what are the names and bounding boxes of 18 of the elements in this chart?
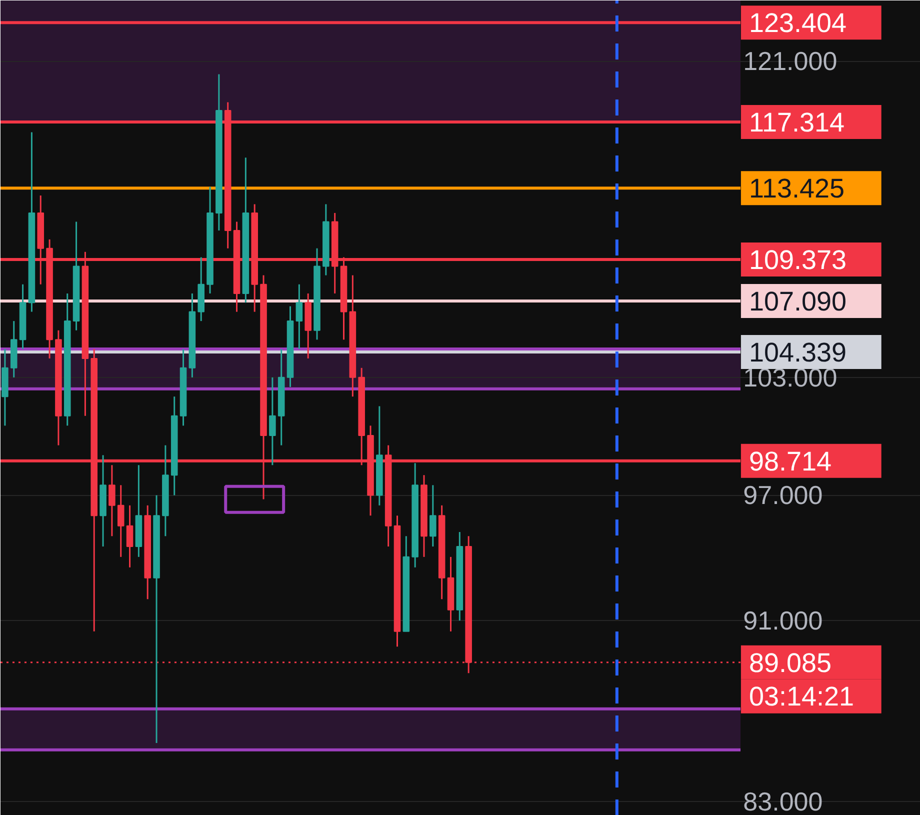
ref-line-label: 117.314 xyxy=(748,107,845,138)
y-tick-label: 121.000 xyxy=(743,46,838,76)
text: 03:14:21 xyxy=(748,681,854,712)
candlestick xyxy=(269,376,276,466)
ref-line-label: 98.714 xyxy=(748,446,832,476)
candlestick xyxy=(430,484,436,548)
ref-line-label: 123.404 xyxy=(748,8,847,38)
candlestick xyxy=(126,504,134,568)
ref-line-label: 113.425 xyxy=(748,174,845,204)
candlestick xyxy=(108,464,116,537)
y-tick-label: 97.000 xyxy=(743,480,823,510)
y-tick-label: 91.000 xyxy=(743,606,823,636)
ref-line-label: 89.085 xyxy=(748,648,832,678)
ref-line-label: 107.090 xyxy=(748,286,847,316)
y-tick-label: 83.000 xyxy=(743,786,823,815)
ref-line-label: 109.373 xyxy=(748,245,847,276)
candlestick xyxy=(117,484,124,558)
candlestick xyxy=(296,284,303,350)
